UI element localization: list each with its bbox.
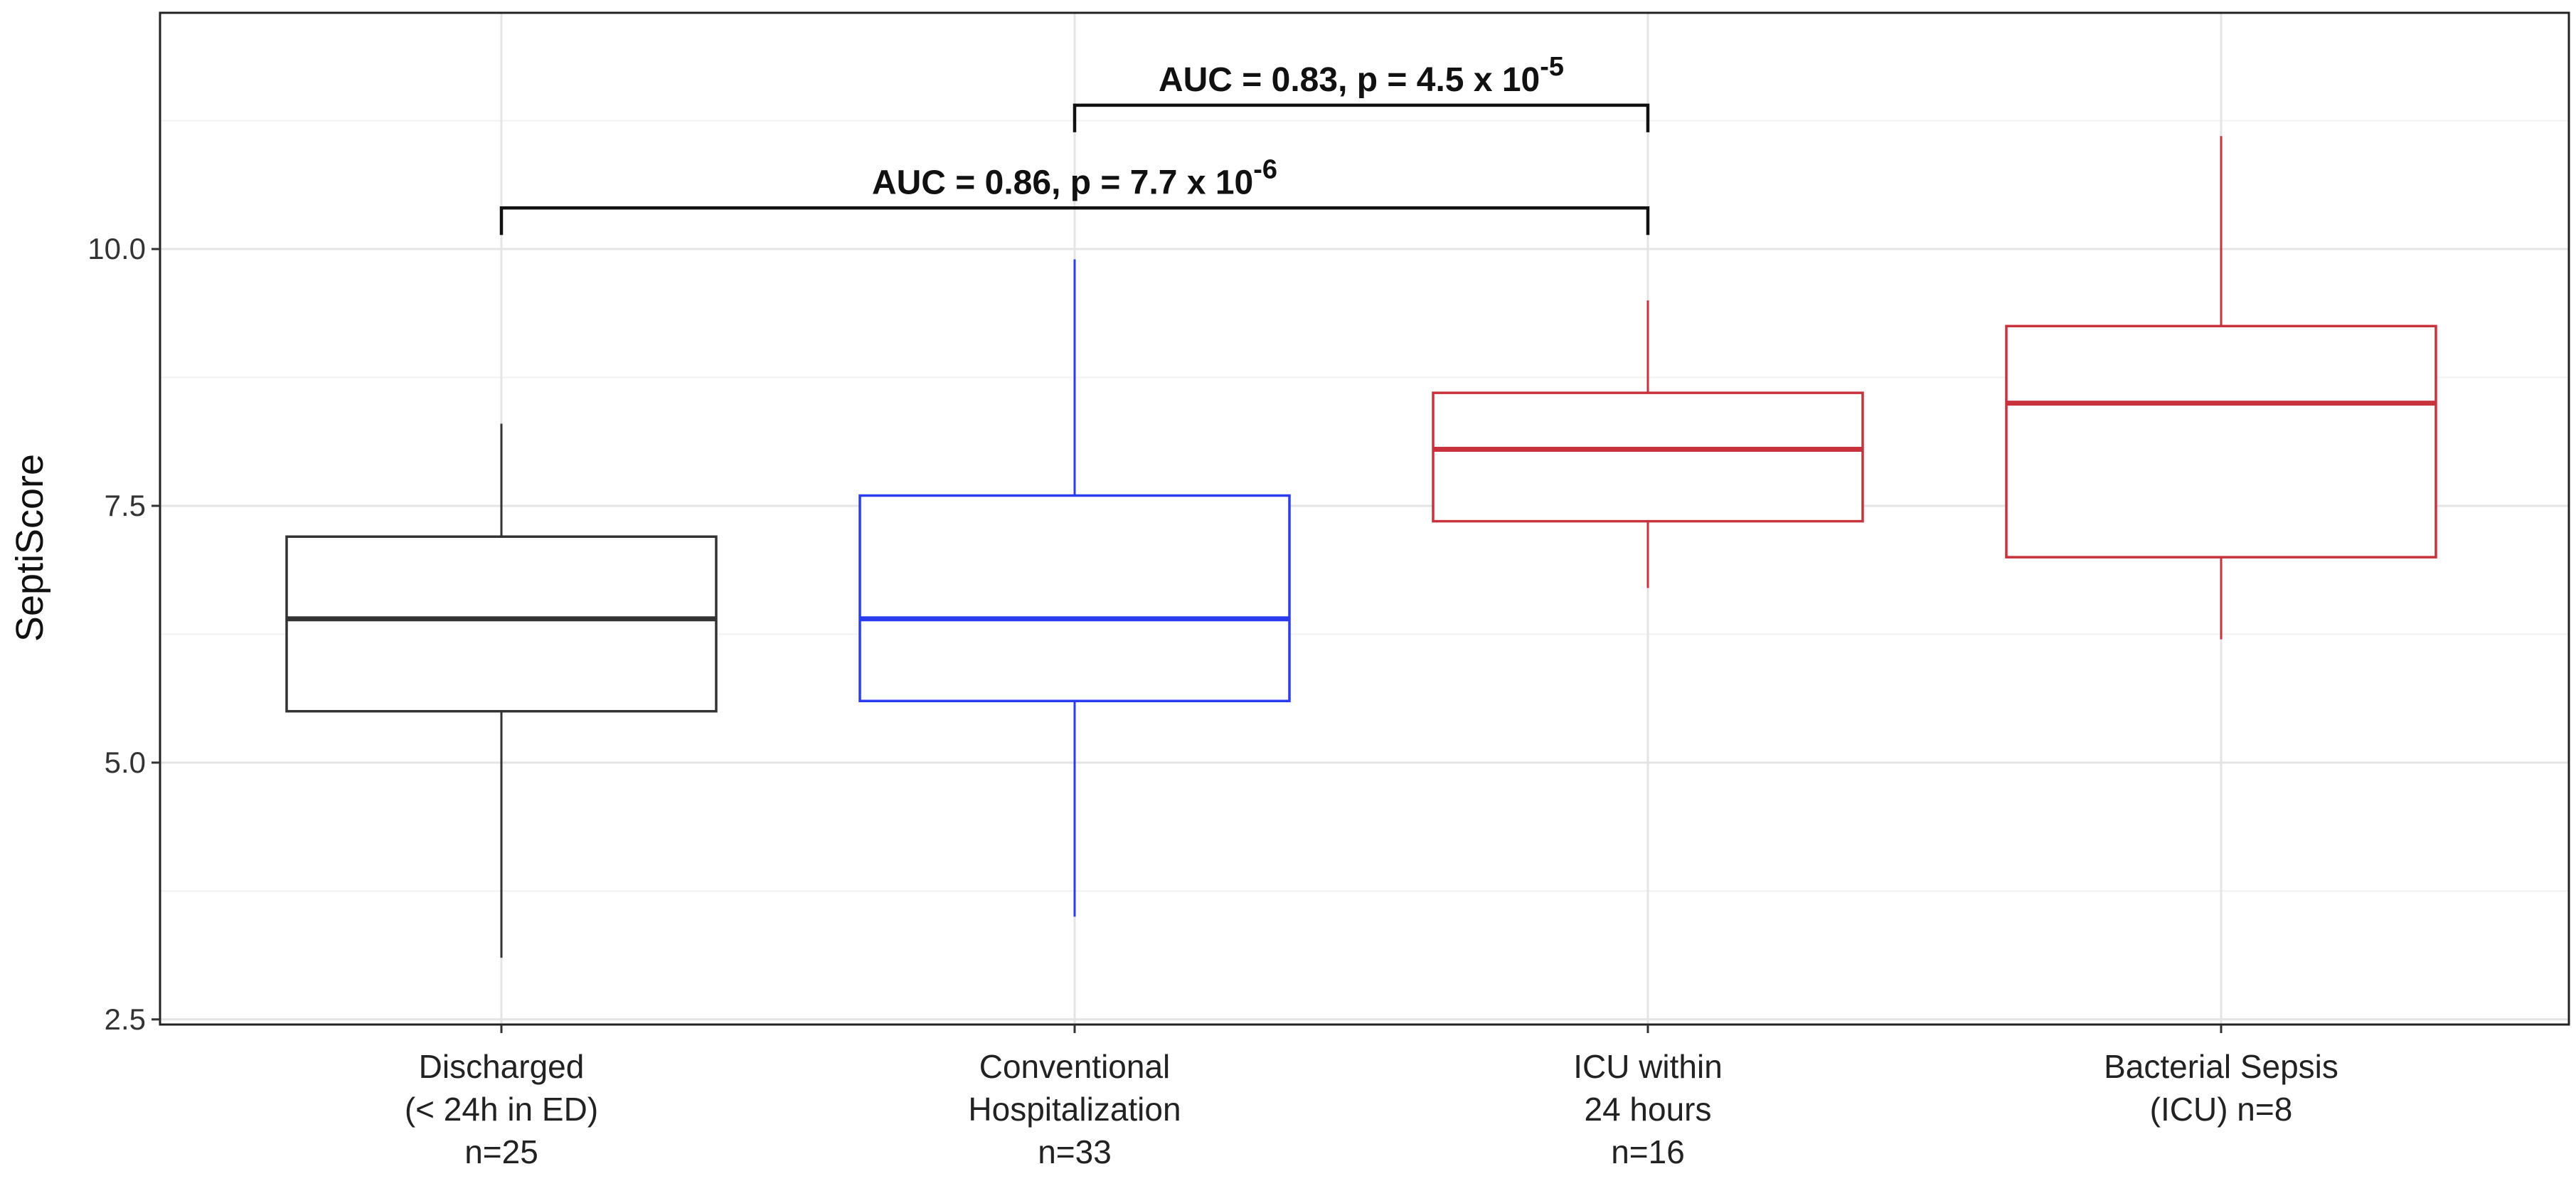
y-tick-label: 7.5: [105, 489, 146, 522]
axis-ticks: 2.5 5.0 7.5 10.0: [87, 232, 2223, 1036]
box-2: [858, 259, 1291, 917]
category-label-line: 24 hours: [1584, 1091, 1711, 1128]
significance-bracket-1: AUC = 0.83, p = 4.5 x 10-5: [1073, 52, 1650, 132]
bracket-line: [499, 206, 1650, 236]
category-label-line: n=25: [464, 1133, 538, 1170]
category-label-line: (ICU) n=8: [2150, 1091, 2293, 1128]
bracket-line: [1073, 103, 1650, 132]
annotation-exponent: -5: [1540, 52, 1564, 82]
y-tick-label: 10.0: [87, 232, 146, 265]
annotation-text: AUC = 0.83, p = 4.5 x 10: [1159, 61, 1540, 99]
category-label-line: Bacterial Sepsis: [2104, 1048, 2338, 1085]
annotation-exponent: -6: [1253, 154, 1277, 184]
category-label: Discharged (< 24h in ED) n=25: [405, 1048, 598, 1170]
significance-annotations: AUC = 0.83, p = 4.5 x 10-5 AUC = 0.86, p …: [499, 52, 1650, 236]
category-label-line: ICU within: [1573, 1048, 1723, 1085]
iqr-box: [858, 494, 1291, 702]
category-label-line: (< 24h in ED): [405, 1091, 598, 1128]
iqr-box: [285, 535, 718, 713]
annotation-label: AUC = 0.86, p = 7.7 x 10-6: [872, 154, 1277, 201]
category-label-line: Hospitalization: [968, 1091, 1181, 1128]
category-label-line: n=16: [1611, 1133, 1685, 1170]
y-axis-label: SeptiScore: [9, 454, 51, 642]
plot-panel-border: [159, 11, 2570, 1026]
boxes: [285, 136, 2437, 958]
category-labels: Discharged (< 24h in ED) n=25 Conventional H…: [405, 1048, 2338, 1170]
category-label-line: Discharged: [419, 1048, 585, 1085]
category-label-line: Conventional: [979, 1048, 1171, 1085]
annotation-label: AUC = 0.83, p = 4.5 x 10-5: [1159, 52, 1564, 99]
category-label: Bacterial Sepsis (ICU) n=8: [2104, 1048, 2338, 1128]
category-label: Conventional Hospitalization n=33: [968, 1048, 1181, 1170]
box-1: [285, 423, 718, 958]
annotation-text: AUC = 0.86, p = 7.7 x 10: [872, 164, 1253, 201]
significance-bracket-2: AUC = 0.86, p = 7.7 x 10-6: [499, 154, 1650, 236]
category-label-line: n=33: [1038, 1133, 1112, 1170]
category-label: ICU within 24 hours n=16: [1573, 1048, 1723, 1170]
iqr-box: [2005, 324, 2437, 559]
box-3: [1432, 300, 1864, 588]
iqr-box: [1432, 391, 1864, 523]
y-tick-label: 5.0: [105, 746, 146, 779]
box-4: [2005, 136, 2437, 640]
y-tick-label: 2.5: [105, 1002, 146, 1036]
